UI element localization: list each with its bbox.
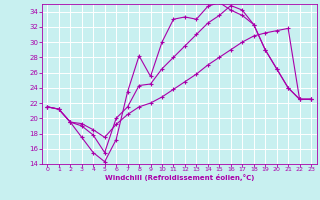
X-axis label: Windchill (Refroidissement éolien,°C): Windchill (Refroidissement éolien,°C) [105, 174, 254, 181]
